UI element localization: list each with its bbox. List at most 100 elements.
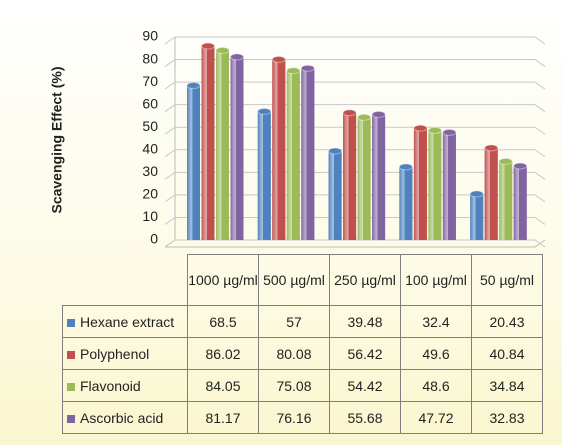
bar-top	[398, 163, 413, 171]
bar	[257, 111, 271, 240]
bar-top	[328, 147, 343, 155]
value-cell: 76.16	[258, 401, 330, 434]
bar-top	[371, 110, 386, 118]
value-cell: 54.42	[329, 369, 401, 402]
bar	[328, 150, 342, 240]
bar-top	[427, 126, 442, 134]
value-cell: 40.84	[471, 337, 543, 370]
value-cell: 68.5	[187, 305, 259, 338]
bar-top	[498, 157, 513, 165]
value-cell: 49.6	[400, 337, 472, 370]
grid-line	[164, 59, 546, 67]
bar-top	[257, 107, 272, 115]
value-cell: 47.72	[400, 401, 472, 434]
legend-label: Ascorbic acid	[80, 409, 164, 426]
bar-top	[442, 128, 457, 136]
bar-top	[230, 53, 244, 61]
bar-top	[271, 55, 286, 63]
series-row: Hexane extract 68.5 57 39.48 32.4 20.43	[62, 305, 543, 338]
legend-swatch	[67, 382, 75, 391]
bar	[399, 166, 413, 240]
x-tick-label: 500 µg/ml	[258, 254, 330, 306]
series-row: Flavonoid 84.05 75.08 54.42 48.6 34.84	[62, 369, 543, 402]
data-table: 1000 µg/ml 500 µg/ml 250 µg/ml 100 µg/ml 50 …	[62, 254, 543, 434]
value-cell: 86.02	[187, 337, 259, 370]
bar	[343, 112, 357, 240]
value-cell: 48.6	[400, 369, 472, 402]
x-tick-label: 1000 µg/ml	[187, 254, 259, 306]
bar	[357, 117, 371, 240]
value-cell: 32.4	[400, 305, 472, 338]
value-cell: 81.17	[187, 401, 259, 434]
header-row: 1000 µg/ml 500 µg/ml 250 µg/ml 100 µg/ml 50 …	[63, 254, 543, 306]
y-tick-label: 40	[142, 140, 158, 156]
legend-label: Hexane extract	[80, 313, 175, 330]
x-tick-label: 250 µg/ml	[329, 254, 401, 306]
bar	[470, 193, 484, 240]
value-cell: 34.84	[471, 369, 543, 402]
y-tick-label: 30	[142, 163, 158, 179]
y-tick-label: 60	[142, 95, 158, 111]
x-tick-label: 50 µg/ml	[471, 254, 543, 306]
corner	[63, 255, 188, 306]
legend-entry: Hexane extract	[62, 305, 188, 338]
bar	[230, 56, 244, 240]
y-tick-label: 90	[142, 28, 158, 44]
y-tick-label: 80	[142, 50, 158, 66]
bar-top	[286, 67, 301, 75]
legend-swatch	[67, 350, 75, 359]
bar	[301, 68, 315, 240]
bar-top	[201, 42, 215, 50]
series-row: Ascorbic acid 81.17 76.16 55.68 47.72 32.83	[62, 401, 543, 434]
value-cell: 32.83	[471, 401, 543, 434]
y-tick-label: 0	[150, 231, 158, 247]
y-axis-label: Scavenging Effect (%)	[49, 66, 65, 213]
y-tick-label: 10	[142, 208, 158, 224]
bar	[499, 161, 513, 240]
grid-line	[164, 104, 546, 113]
value-cell: 80.08	[258, 337, 330, 370]
value-cell: 55.68	[329, 401, 401, 434]
y-tick-label: 50	[142, 118, 158, 134]
bar	[187, 85, 200, 240]
value-cell: 39.48	[329, 305, 401, 338]
bar	[216, 50, 229, 240]
bar	[428, 130, 442, 240]
bar	[286, 70, 300, 240]
value-cell: 84.05	[187, 369, 259, 402]
bar	[272, 59, 286, 241]
bar	[513, 165, 527, 240]
legend-label: Flavonoid	[80, 377, 141, 394]
bar	[484, 147, 498, 240]
bar-top	[215, 46, 230, 54]
bar-top	[469, 190, 484, 198]
value-cell: 20.43	[471, 305, 543, 338]
grid-line	[164, 239, 546, 248]
bar-top	[413, 124, 428, 132]
y-tick-label: 20	[142, 186, 158, 202]
bar-top	[186, 81, 201, 89]
value-cell: 56.42	[329, 337, 401, 370]
bar-top	[342, 109, 357, 117]
legend-entry: Flavonoid	[62, 369, 188, 402]
bar-top	[357, 113, 372, 121]
legend-label: Polyphenol	[80, 345, 150, 362]
legend-swatch	[67, 414, 75, 423]
value-cell: 57	[258, 305, 330, 338]
bar	[413, 128, 427, 240]
grid-line	[164, 81, 546, 90]
value-cell: 75.08	[258, 369, 330, 402]
bar-top	[513, 162, 528, 170]
bar	[442, 132, 456, 240]
bar-top	[300, 64, 315, 72]
series-row: Polyphenol 86.02 80.08 56.42 49.6 40.84	[62, 337, 543, 370]
grid-line	[164, 36, 546, 45]
bar-top	[484, 144, 499, 152]
x-tick-label: 100 µg/ml	[400, 254, 472, 306]
y-tick-label: 70	[142, 73, 158, 89]
bar	[201, 45, 215, 240]
legend-entry: Polyphenol	[62, 337, 188, 370]
bar	[372, 114, 386, 240]
